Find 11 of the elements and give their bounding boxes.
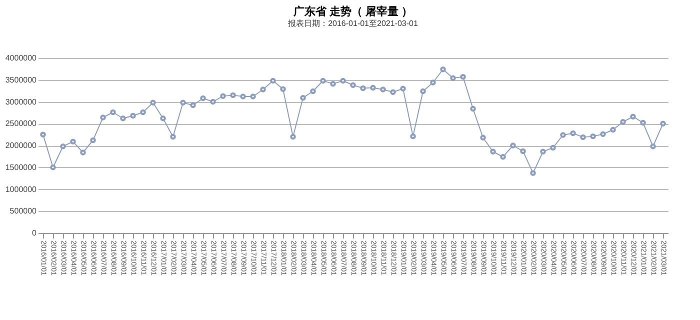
y-tick-label: 3000000: [5, 97, 38, 106]
chart-title: 广东省 走势（ 屠宰量 ）: [292, 5, 413, 18]
y-tick-label: 4000000: [5, 54, 38, 62]
y-tick-label: 2500000: [5, 119, 38, 128]
y-tick-label: 3500000: [5, 75, 38, 84]
chart-subtitle: 报表日期：2016-01-01至2021-03-01: [287, 19, 418, 28]
y-tick-label: 500000: [10, 206, 38, 216]
y-tick-label: 0: [32, 228, 38, 238]
y-tick-label: 1000000: [5, 184, 38, 194]
y-tick-label: 1500000: [5, 162, 38, 172]
y-tick-label: 2000000: [5, 141, 38, 150]
